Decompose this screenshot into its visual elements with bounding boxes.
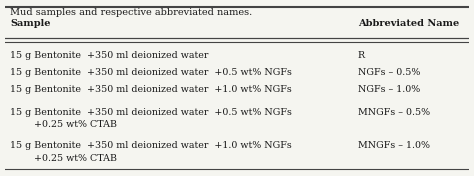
Text: 15 g Bentonite  +350 ml deionized water  +0.5 wt% NGFs
        +0.25 wt% CTAB: 15 g Bentonite +350 ml deionized water +… [10,108,292,129]
Text: 15 g Bentonite  +350 ml deionized water  +0.5 wt% NGFs: 15 g Bentonite +350 ml deionized water +… [10,68,292,77]
Text: MNGFs – 0.5%: MNGFs – 0.5% [358,108,430,117]
Text: NGFs – 0.5%: NGFs – 0.5% [358,68,420,77]
Text: R: R [358,51,365,60]
Text: 15 g Bentonite  +350 ml deionized water  +1.0 wt% NGFs
        +0.25 wt% CTAB: 15 g Bentonite +350 ml deionized water +… [10,142,292,163]
Text: MNGFs – 1.0%: MNGFs – 1.0% [358,142,430,150]
Text: Sample: Sample [10,19,51,28]
Text: Mud samples and respective abbreviated names.: Mud samples and respective abbreviated n… [10,8,253,17]
Text: NGFs – 1.0%: NGFs – 1.0% [358,85,420,94]
Text: 15 g Bentonite  +350 ml deionized water: 15 g Bentonite +350 ml deionized water [10,51,209,60]
Text: Abbreviated Name: Abbreviated Name [358,19,459,28]
Text: 15 g Bentonite  +350 ml deionized water  +1.0 wt% NGFs: 15 g Bentonite +350 ml deionized water +… [10,85,292,94]
